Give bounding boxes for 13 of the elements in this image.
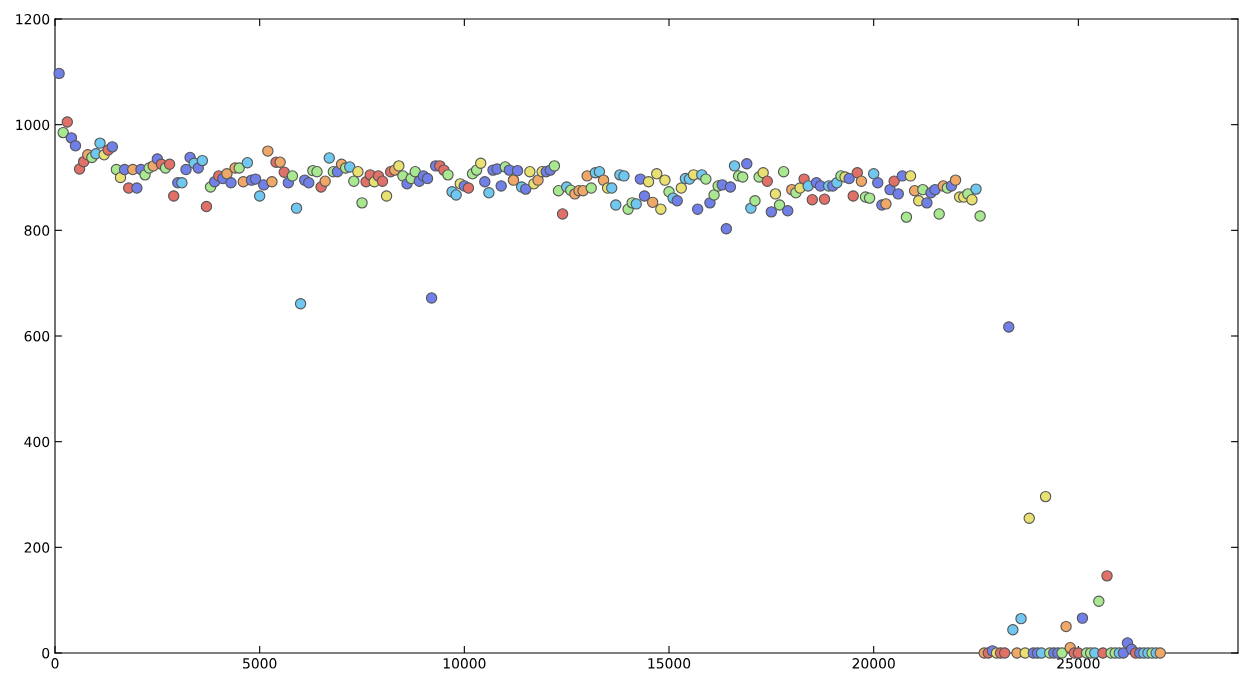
x-tick-label: 20000 [852,658,895,669]
y-tick-label: 600 [24,330,50,342]
y-tick-label: 400 [24,436,50,448]
y-tick-label: 800 [24,225,50,236]
y-tick-label: 0 [42,647,50,659]
y-tick-label: 1200 [16,13,50,25]
x-tick-label: 0 [51,658,59,669]
y-tick-label: 1000 [16,119,50,131]
x-tick-label: 5000 [243,658,277,669]
y-tick-label: 200 [24,542,50,553]
x-tick-label: 25000 [1057,658,1100,669]
x-tick-label: 10000 [443,658,486,669]
x-tick-label: 15000 [648,658,691,669]
